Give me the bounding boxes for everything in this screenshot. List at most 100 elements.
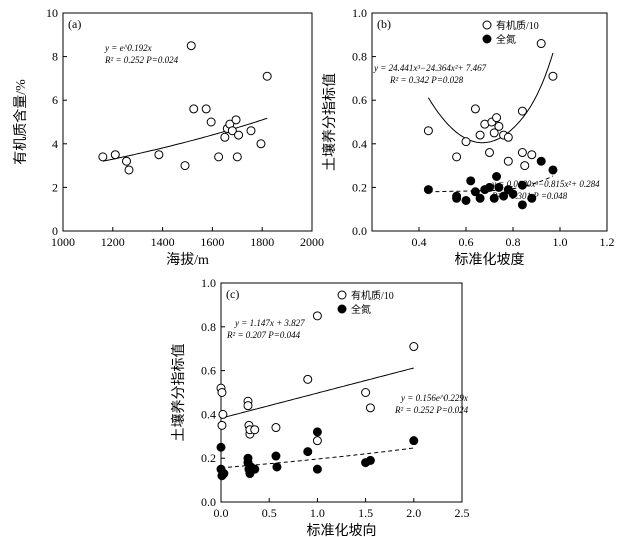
legend-marker: [337, 290, 347, 300]
x-tick-label: 0.4: [412, 235, 427, 249]
data-point-open: [365, 403, 375, 413]
data-point-open: [548, 71, 558, 81]
data-point-open: [452, 152, 462, 162]
data-point-filled: [536, 156, 546, 166]
data-point-open: [361, 388, 371, 397]
data-point-open: [231, 115, 241, 125]
data-point-open: [186, 41, 196, 51]
data-point-filled: [365, 455, 375, 465]
x-tick-label: 1800: [250, 235, 274, 249]
x-axis-label: 海拔/m: [166, 252, 209, 268]
data-point-open: [180, 161, 190, 171]
data-point-open: [246, 126, 256, 136]
plot-frame: [371, 12, 608, 232]
data-point-filled: [470, 187, 480, 197]
y-axis-label: 土壤养分指标值: [321, 73, 338, 171]
data-point-open: [124, 165, 134, 175]
data-point-open: [517, 148, 527, 158]
data-point-open: [220, 132, 230, 142]
data-point-open: [423, 126, 433, 136]
data-point-filled: [272, 462, 282, 472]
fit-curve: [220, 367, 414, 419]
panel-label: (c): [226, 287, 239, 301]
data-point-filled: [508, 189, 518, 199]
x-tick-label: 0.5: [262, 506, 277, 520]
fit-equation: R² = 0.252 P=0.024: [394, 405, 469, 415]
legend-label: 全氮: [351, 303, 371, 316]
x-tick-label: 2000: [300, 235, 324, 249]
data-point-filled: [461, 195, 471, 205]
legend-label: 有机质/10: [351, 289, 394, 302]
data-point-open: [217, 388, 227, 397]
data-point-filled: [492, 172, 502, 181]
y-tick-label: 0.4: [352, 137, 367, 151]
data-point-open: [206, 117, 216, 127]
data-point-filled: [548, 165, 558, 175]
legend-marker: [482, 34, 492, 44]
y-tick-label: 0.8: [201, 320, 216, 334]
data-point-filled: [303, 447, 313, 457]
data-point-open: [214, 152, 224, 162]
panel-label: (b): [377, 17, 391, 31]
data-point-open: [517, 106, 527, 116]
legend-marker: [482, 20, 492, 30]
data-point-open: [154, 150, 164, 160]
fit-equation: R² = 0.301 P =0.048: [491, 191, 568, 201]
fit-equation: y = 24.441x³−24.364x²+ 7.467: [373, 63, 487, 73]
data-point-open: [492, 113, 502, 123]
fit-curve: [427, 52, 554, 144]
y-tick-label: 0.4: [201, 407, 216, 421]
x-tick-label: 0.0: [214, 506, 229, 520]
data-point-open: [461, 137, 471, 147]
data-point-open: [485, 148, 494, 158]
y-tick-label: 8: [52, 50, 58, 64]
y-axis-label: 有机质含量/%: [13, 79, 29, 165]
data-point-filled: [219, 469, 229, 479]
plot-frame: [62, 12, 313, 232]
y-tick-label: 0: [52, 224, 58, 238]
y-tick-label: 0.6: [352, 93, 367, 107]
data-point-open: [503, 132, 513, 142]
x-tick-label: 1400: [151, 235, 175, 249]
data-point-open: [470, 104, 480, 114]
fit-curve: [220, 447, 414, 469]
data-point-filled: [423, 185, 433, 195]
x-tick-label: 1.5: [358, 506, 373, 520]
data-point-open: [494, 121, 504, 131]
panel-2: 0.4 0.6 0.8 1.0 1.2 0.0 0.2 0.4 0.6 0.8 1.0 标准化坡度 土壤…: [321, 6, 615, 268]
y-tick-label: 6: [52, 93, 58, 107]
x-tick-label: 1.0: [553, 235, 568, 249]
panel-3: 0.0 0.5 1.0 1.5 2.0 2.5 0.0 0.2 0.4 0.6 0.8 1.0 标准化坡…: [170, 276, 470, 537]
data-point-filled: [271, 451, 281, 461]
data-point-open: [121, 156, 131, 166]
x-tick-label: 1.0: [310, 506, 325, 520]
fit-equation: y = 0.156e^0.229x: [400, 393, 468, 403]
panel-1: 1000 1200 1400 1600 1800 2000 0 2 4 6 8 10 海拔/m 有机质含量…: [13, 6, 324, 268]
y-tick-label: 2: [52, 180, 58, 194]
y-tick-label: 0.2: [352, 180, 367, 194]
y-tick-label: 0.6: [201, 364, 216, 378]
data-point-filled: [517, 200, 527, 210]
data-point-open: [503, 156, 513, 166]
x-axis-label: 标准化坡度: [455, 252, 525, 268]
data-point-filled: [216, 442, 226, 452]
data-point-open: [256, 139, 266, 149]
data-point-filled: [527, 193, 537, 203]
legend-label: 全氮: [496, 33, 516, 46]
fit-equation: R² = 0.207 P=0.044: [226, 330, 301, 340]
data-point-open: [217, 420, 227, 430]
x-tick-label: 1200: [101, 235, 125, 249]
data-point-filled: [452, 193, 462, 203]
data-point-open: [312, 436, 322, 446]
data-point-open: [409, 342, 419, 352]
x-tick-label: 2.0: [406, 506, 421, 520]
data-point-filled: [494, 182, 504, 192]
data-point-filled: [517, 180, 527, 190]
fit-curve: [102, 117, 268, 162]
x-tick-label: 0.8: [506, 235, 521, 249]
data-point-open: [489, 128, 499, 138]
y-tick-label: 10: [46, 6, 58, 20]
legend-label: 有机质/10: [496, 19, 539, 32]
x-tick-label: 1000: [51, 235, 75, 249]
data-point-open: [201, 104, 211, 114]
